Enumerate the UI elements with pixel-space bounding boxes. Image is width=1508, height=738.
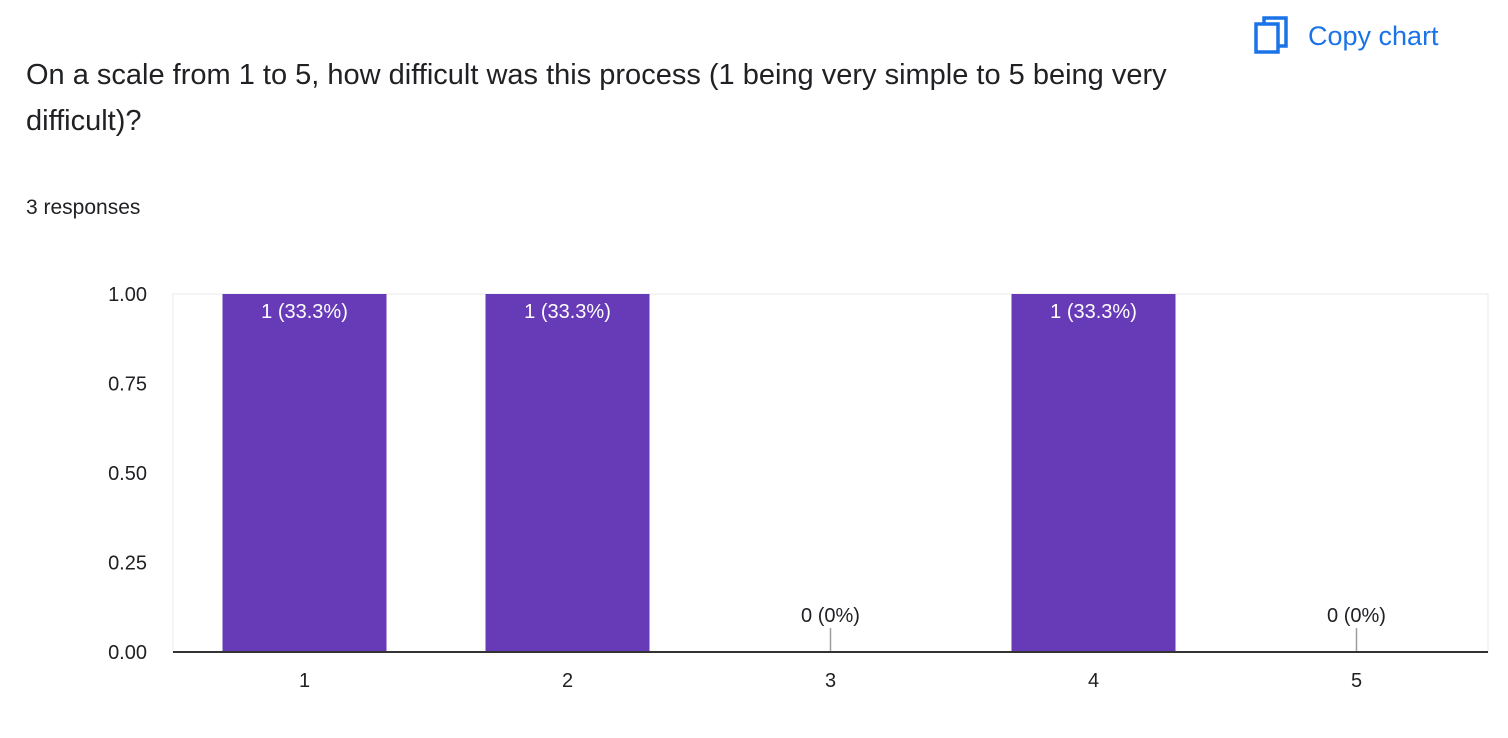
x-tick-label: 1: [299, 670, 310, 692]
x-tick-label: 4: [1088, 670, 1099, 692]
question-title: On a scale from 1 to 5, how difficult wa…: [26, 59, 1167, 137]
response-count: 3 responses: [26, 196, 141, 219]
bar-data-label: 1 (33.3%): [1050, 301, 1137, 323]
bar-data-label: 0 (0%): [801, 605, 860, 627]
bar[interactable]: [1011, 294, 1176, 652]
x-tick-label: 2: [562, 670, 573, 692]
bar-chart: 0.00 0.25 0.50 0.75 1.00 1 (33.3%) 1 1 (33.3%) 2…: [108, 284, 1489, 692]
bar-data-label: 0 (0%): [1327, 605, 1386, 627]
bar[interactable]: [222, 294, 387, 652]
x-tick-label: 5: [1351, 670, 1362, 692]
y-tick-label: 0.50: [108, 463, 147, 485]
copy-chart-button[interactable]: Copy chart: [1244, 12, 1449, 60]
x-tick-label: 3: [825, 670, 836, 692]
bar-data-label: 1 (33.3%): [524, 301, 611, 323]
y-tick-label: 0.00: [108, 642, 147, 664]
bar-data-label: 1 (33.3%): [261, 301, 348, 323]
y-tick-label: 0.25: [108, 553, 147, 575]
y-tick-label: 0.75: [108, 374, 147, 396]
copy-chart-label: Copy chart: [1308, 20, 1439, 51]
y-tick-label: 1.00: [108, 284, 147, 306]
copy-icon: [1254, 16, 1290, 56]
bar[interactable]: [485, 294, 650, 652]
